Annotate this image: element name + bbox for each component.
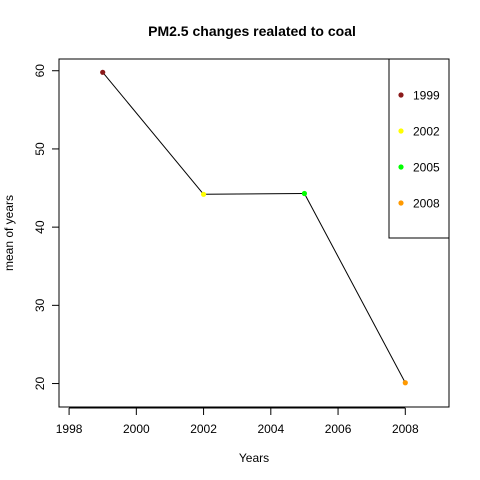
data-point	[301, 190, 308, 197]
legend-marker	[398, 92, 404, 98]
x-tick-label: 1998	[56, 422, 83, 436]
legend-marker	[398, 200, 404, 206]
legend-label: 1999	[413, 89, 440, 103]
legend-box	[388, 58, 450, 239]
x-axis-label: Years	[239, 451, 269, 465]
x-tick-label: 2000	[123, 422, 150, 436]
chart-title: PM2.5 changes realated to coal	[148, 23, 356, 39]
y-axis-label: mean of years	[2, 195, 16, 271]
y-tick-label: 40	[33, 220, 47, 234]
legend-marker	[398, 128, 404, 134]
series-line-segment	[203, 193, 305, 195]
series-line-segment	[102, 71, 204, 195]
legend-label: 2005	[413, 161, 440, 175]
x-tick-label: 2006	[325, 422, 352, 436]
legend-label: 2002	[413, 125, 440, 139]
x-axis: 1998 2000 2002 2004 2006 2008	[56, 407, 419, 436]
legend-label: 2008	[413, 197, 440, 211]
y-tick-label: 50	[33, 142, 47, 156]
data-point	[200, 191, 207, 197]
data-series	[100, 69, 408, 386]
y-tick-label: 20	[33, 377, 47, 391]
legend: 1999 2002 2005 2008	[388, 58, 450, 239]
x-tick-label: 2002	[190, 422, 217, 436]
x-tick-label: 2004	[257, 422, 284, 436]
y-tick-label: 60	[33, 64, 47, 78]
legend-marker	[398, 164, 404, 170]
y-axis: 20 30 40 50 60	[33, 64, 60, 391]
y-tick-label: 30	[33, 298, 47, 312]
data-point	[100, 69, 106, 75]
data-point	[402, 380, 408, 386]
series-line-segment	[303, 193, 406, 383]
x-tick-label: 2008	[392, 422, 419, 436]
